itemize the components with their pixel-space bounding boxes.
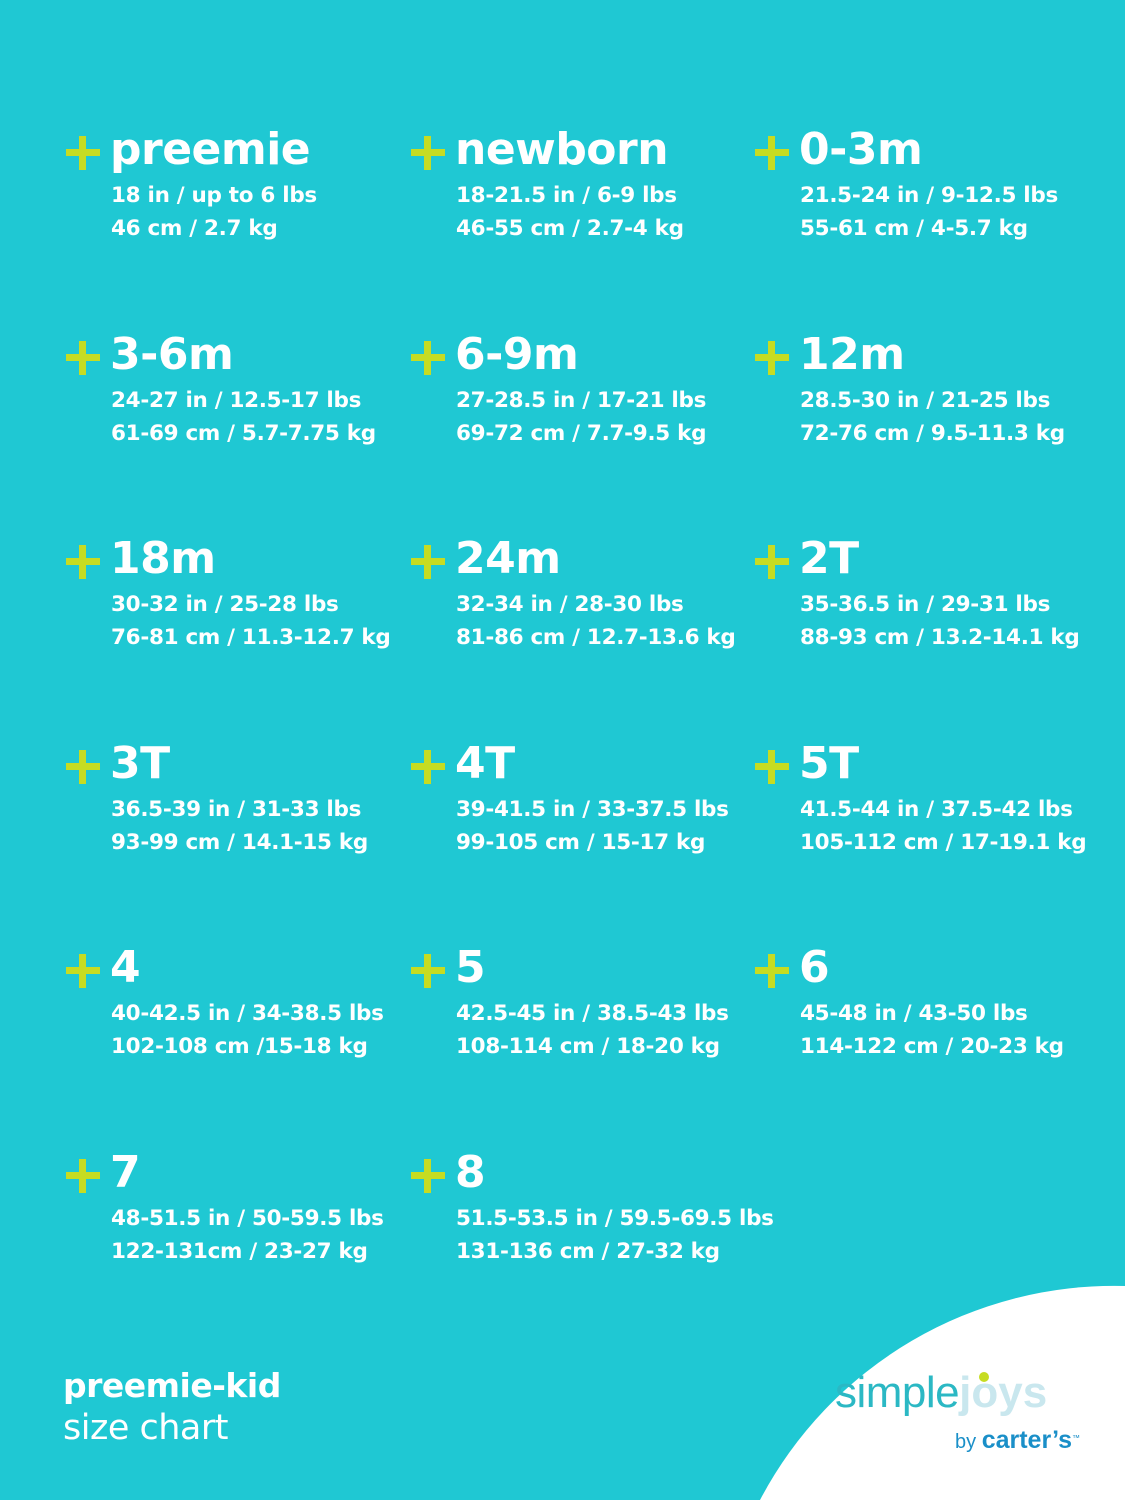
logo-circle — [760, 1285, 1125, 1500]
size-metric: 81-86 cm / 12.7-13.6 kg — [456, 625, 736, 650]
size-metric: 99-105 cm / 15-17 kg — [456, 829, 706, 855]
size-metric: 122-131cm / 23-27 kg — [111, 1238, 368, 1264]
size-metric: 69-72 cm / 7.7-9.5 kg — [456, 420, 707, 446]
logo-tm: ™ — [1072, 1433, 1081, 1443]
size-name: 7 — [110, 1146, 141, 1198]
size-name: 2T — [799, 533, 859, 584]
size-name: 5 — [455, 942, 486, 993]
plus-icon — [66, 1158, 100, 1193]
size-name: 3T — [110, 737, 170, 789]
plus-icon — [755, 340, 789, 375]
plus-icon — [411, 954, 445, 988]
logo-dot-icon — [979, 1372, 989, 1382]
size-metric: 61-69 cm / 5.7-7.75 kg — [111, 420, 376, 446]
logo-by-carters: by carter’s™ — [955, 1426, 1080, 1455]
plus-icon — [66, 954, 100, 988]
logo-simple: simple — [835, 1368, 960, 1417]
size-imperial: 42.5-45 in / 38.5-43 lbs — [456, 1001, 729, 1026]
size-entry: 3T 36.5-39 in / 31-33 lbs 93-99 cm / 14.… — [66, 738, 406, 924]
size-metric: 72-76 cm / 9.5-11.3 kg — [800, 420, 1065, 446]
size-imperial: 48-51.5 in / 50-59.5 lbs — [111, 1205, 384, 1231]
plus-icon — [755, 136, 789, 170]
size-name: 3-6m — [110, 328, 234, 380]
size-metric: 76-81 cm / 11.3-12.7 kg — [111, 625, 391, 650]
size-imperial: 18-21.5 in / 6-9 lbs — [456, 183, 677, 208]
size-imperial: 27-28.5 in / 17-21 lbs — [456, 387, 707, 413]
size-entry: 3-6m 24-27 in / 12.5-17 lbs 61-69 cm / 5… — [66, 329, 406, 515]
size-imperial: 21.5-24 in / 9-12.5 lbs — [800, 183, 1058, 208]
size-entry: newborn 18-21.5 in / 6-9 lbs 46-55 cm / … — [411, 124, 751, 310]
plus-icon — [411, 340, 445, 375]
size-imperial: 24-27 in / 12.5-17 lbs — [111, 387, 362, 413]
size-name: 18m — [110, 533, 216, 584]
size-name: 12m — [799, 328, 905, 380]
size-name: 6-9m — [455, 328, 579, 380]
size-imperial: 28.5-30 in / 21-25 lbs — [800, 387, 1051, 413]
size-metric: 114-122 cm / 20-23 kg — [800, 1034, 1064, 1059]
size-metric: 105-112 cm / 17-19.1 kg — [800, 829, 1087, 855]
plus-icon — [411, 136, 445, 170]
size-imperial: 32-34 in / 28-30 lbs — [456, 592, 684, 617]
size-imperial: 35-36.5 in / 29-31 lbs — [800, 592, 1051, 617]
plus-icon — [411, 749, 445, 784]
plus-icon — [755, 545, 789, 579]
size-name: preemie — [110, 124, 311, 175]
size-name: 6 — [799, 942, 830, 993]
size-entry: 6 45-48 in / 43-50 lbs 114-122 cm / 20-2… — [755, 942, 1095, 1128]
size-metric: 102-108 cm /15-18 kg — [111, 1034, 368, 1059]
plus-icon — [66, 749, 100, 784]
size-name: 8 — [455, 1146, 486, 1198]
simple-joys-logo: simplejoys by carter’s™ — [835, 1368, 1105, 1454]
chart-title: preemie-kid — [63, 1366, 281, 1405]
size-entry: 5 42.5-45 in / 38.5-43 lbs 108-114 cm / … — [411, 942, 751, 1128]
size-entry: 24m 32-34 in / 28-30 lbs 81-86 cm / 12.7… — [411, 533, 751, 719]
logo-brand: carter’s — [981, 1426, 1073, 1454]
logo-joys: joys — [959, 1368, 1048, 1417]
chart-subtitle: size chart — [63, 1408, 228, 1448]
size-name: 4T — [455, 737, 515, 789]
size-imperial: 30-32 in / 25-28 lbs — [111, 592, 339, 617]
size-name: 4 — [110, 942, 141, 993]
plus-icon — [755, 954, 789, 988]
plus-icon — [411, 1158, 445, 1193]
plus-icon — [66, 545, 100, 579]
size-name: newborn — [455, 124, 669, 175]
size-name: 0-3m — [799, 124, 923, 175]
size-entry: preemie 18 in / up to 6 lbs 46 cm / 2.7 … — [66, 124, 406, 310]
logo-by: by — [955, 1431, 977, 1453]
size-metric: 108-114 cm / 18-20 kg — [456, 1034, 720, 1059]
size-name: 5T — [799, 737, 859, 789]
size-metric: 88-93 cm / 13.2-14.1 kg — [800, 625, 1080, 650]
size-entry: 6-9m 27-28.5 in / 17-21 lbs 69-72 cm / 7… — [411, 329, 751, 515]
plus-icon — [411, 545, 445, 579]
size-entry: 4 40-42.5 in / 34-38.5 lbs 102-108 cm /1… — [66, 942, 406, 1128]
size-entry: 5T 41.5-44 in / 37.5-42 lbs 105-112 cm /… — [755, 738, 1095, 924]
plus-icon — [66, 340, 100, 375]
size-imperial: 40-42.5 in / 34-38.5 lbs — [111, 1001, 384, 1026]
size-entry: 2T 35-36.5 in / 29-31 lbs 88-93 cm / 13.… — [755, 533, 1095, 719]
size-metric: 131-136 cm / 27-32 kg — [456, 1238, 720, 1264]
size-metric: 55-61 cm / 4-5.7 kg — [800, 216, 1028, 241]
size-imperial: 45-48 in / 43-50 lbs — [800, 1001, 1028, 1026]
size-imperial: 36.5-39 in / 31-33 lbs — [111, 796, 362, 822]
size-entry: 0-3m 21.5-24 in / 9-12.5 lbs 55-61 cm / … — [755, 124, 1095, 310]
size-metric: 93-99 cm / 14.1-15 kg — [111, 829, 368, 855]
size-imperial: 41.5-44 in / 37.5-42 lbs — [800, 796, 1073, 822]
size-imperial: 18 in / up to 6 lbs — [111, 183, 317, 208]
size-entry: 4T 39-41.5 in / 33-37.5 lbs 99-105 cm / … — [411, 738, 751, 924]
size-entry: 7 48-51.5 in / 50-59.5 lbs 122-131cm / 2… — [66, 1147, 406, 1333]
size-metric: 46 cm / 2.7 kg — [111, 216, 278, 241]
size-name: 24m — [455, 533, 561, 584]
plus-icon — [755, 749, 789, 784]
size-entry: 12m 28.5-30 in / 21-25 lbs 72-76 cm / 9.… — [755, 329, 1095, 515]
size-imperial: 51.5-53.5 in / 59.5-69.5 lbs — [456, 1205, 774, 1231]
size-entry: 8 51.5-53.5 in / 59.5-69.5 lbs 131-136 c… — [411, 1147, 774, 1333]
size-entry: 18m 30-32 in / 25-28 lbs 76-81 cm / 11.3… — [66, 533, 406, 719]
size-metric: 46-55 cm / 2.7-4 kg — [456, 216, 684, 241]
size-imperial: 39-41.5 in / 33-37.5 lbs — [456, 796, 729, 822]
plus-icon — [66, 136, 100, 170]
